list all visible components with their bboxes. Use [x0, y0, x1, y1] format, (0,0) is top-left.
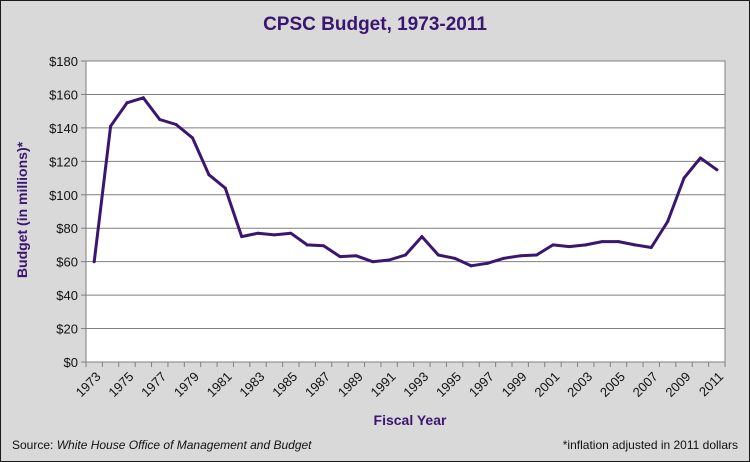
y-tick-label: $140: [49, 121, 78, 136]
source-prefix: Source:: [12, 438, 57, 452]
data-point: [633, 243, 637, 247]
data-point: [600, 240, 604, 244]
data-point: [666, 220, 670, 224]
x-tick-label: 1977: [138, 369, 169, 400]
x-tick-label: 2007: [630, 369, 661, 400]
y-tick-label: $0: [64, 355, 78, 370]
y-tick-label: $80: [56, 221, 78, 236]
inflation-note: *inflation adjusted in 2011 dollars: [562, 438, 738, 452]
data-point: [141, 96, 145, 100]
data-point: [567, 245, 571, 249]
data-point: [240, 235, 244, 239]
data-point: [322, 244, 326, 248]
chart-title: CPSC Budget, 1973-2011: [263, 14, 487, 35]
data-point: [174, 123, 178, 127]
x-tick-label: 1979: [171, 369, 202, 400]
data-point: [682, 176, 686, 180]
plot-area: [85, 60, 726, 363]
data-point: [518, 254, 522, 258]
data-point: [223, 186, 227, 190]
data-point: [436, 253, 440, 257]
x-tick-label: 1975: [105, 369, 136, 400]
data-point: [125, 101, 129, 105]
y-tick-label: $20: [56, 322, 78, 337]
data-point: [698, 156, 702, 160]
y-tick-label: $160: [49, 87, 78, 102]
x-axis-label: Fiscal Year: [373, 412, 447, 428]
data-point: [502, 256, 506, 260]
x-tick-label: 1989: [335, 369, 366, 400]
x-tick-label: 2003: [564, 369, 595, 400]
data-point: [469, 264, 473, 268]
source-name: White House Office of Management and Bud…: [56, 438, 312, 452]
x-tick-label: 1981: [204, 369, 235, 400]
y-tick-label: $180: [49, 54, 78, 69]
data-point: [256, 231, 260, 235]
source-note: Source: White House Office of Management…: [12, 438, 312, 452]
data-point: [551, 243, 555, 247]
x-tick-label: 1999: [499, 369, 530, 400]
x-tick-label: 1993: [400, 369, 431, 400]
data-point: [92, 260, 96, 264]
x-tick-label: 1997: [466, 369, 497, 400]
data-point: [207, 173, 211, 177]
data-point: [485, 261, 489, 265]
data-point: [305, 243, 309, 247]
data-point: [404, 253, 407, 257]
data-point: [584, 243, 588, 247]
data-point: [649, 245, 653, 249]
data-point: [453, 256, 457, 260]
x-tick-label: 2011: [696, 369, 726, 399]
data-point: [272, 233, 276, 237]
data-point: [420, 235, 424, 239]
y-tick-label: $100: [49, 188, 78, 203]
x-tick-label: 1995: [433, 369, 464, 400]
y-tick-label: $40: [56, 288, 78, 303]
data-point: [109, 124, 113, 128]
data-point: [371, 260, 375, 264]
x-tick-label: 2005: [597, 369, 628, 400]
x-tick-label: 1987: [302, 369, 333, 400]
x-tick-label: 2001: [531, 369, 562, 400]
data-point: [354, 254, 358, 258]
x-tick-label: 1991: [368, 369, 399, 400]
data-point: [289, 231, 293, 235]
data-point: [715, 168, 719, 172]
data-point: [338, 255, 342, 259]
x-tick-label: 1983: [236, 369, 267, 400]
x-tick-label: 2009: [662, 369, 693, 400]
data-point: [387, 258, 391, 262]
data-point: [158, 118, 162, 122]
x-tick-label: 1973: [73, 369, 104, 400]
x-tick-label: 1985: [269, 369, 300, 400]
y-tick-label: $60: [56, 255, 78, 270]
data-point: [535, 253, 539, 257]
data-point: [191, 136, 194, 140]
data-point: [617, 240, 620, 244]
y-tick-label: $120: [49, 154, 78, 169]
